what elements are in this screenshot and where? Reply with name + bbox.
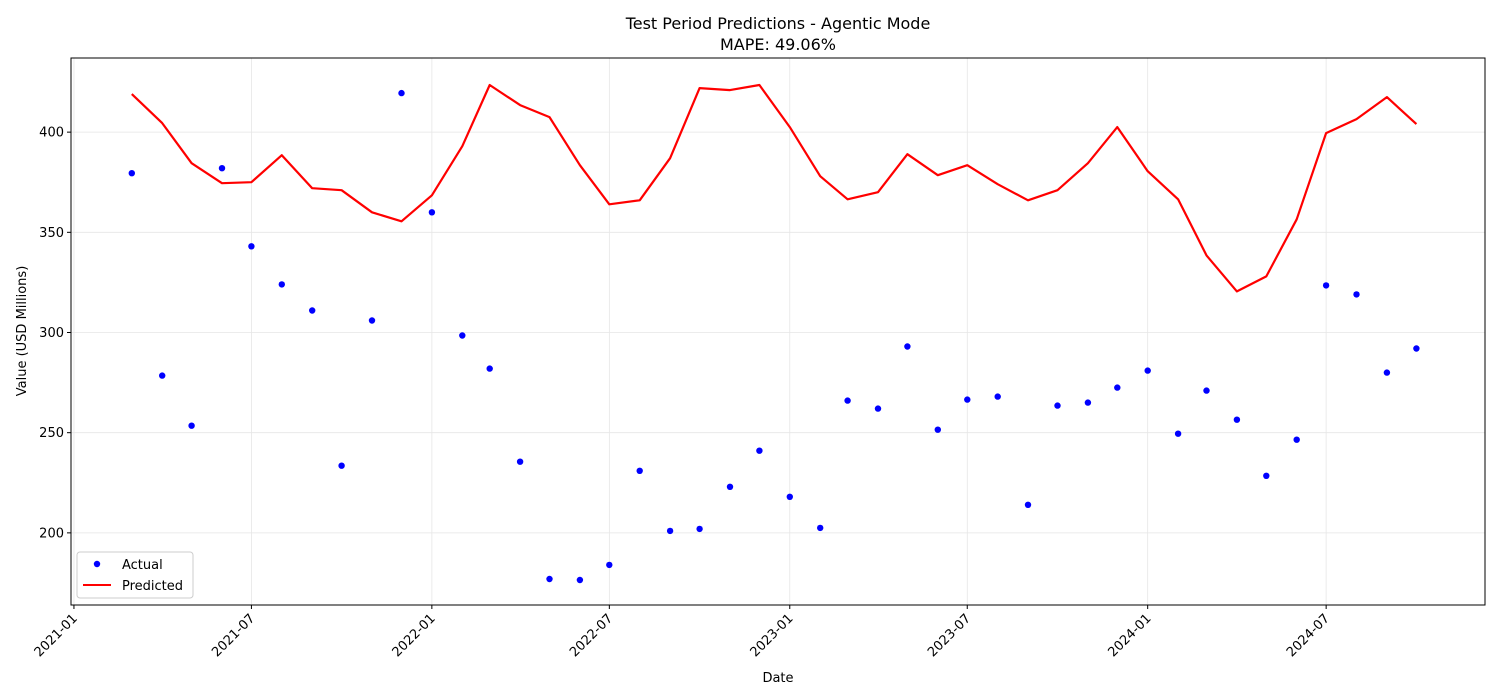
actual-point [1233,416,1241,423]
actual-point [1174,430,1182,437]
x-tick-label: 2021-07 [209,611,258,660]
actual-point [218,165,226,172]
actual-point [904,343,911,350]
x-tick-label: 2024-07 [1284,611,1333,660]
actual-point [606,561,613,569]
actual-point [1054,402,1061,409]
plot-frame [70,57,1486,606]
legend: Actual Predicted [76,551,194,599]
x-tick-label: 2024-01 [1105,611,1154,660]
actual-point [696,525,703,533]
actual-point [188,422,195,429]
legend-box [76,551,194,599]
legend-predicted-label: Predicted [122,579,183,594]
actual-point [1084,399,1092,406]
actual-point [459,332,466,339]
y-axis: 200 250 300 350 400 [39,126,71,541]
actual-point [398,89,405,97]
actual-point [128,170,135,177]
actual-point [1114,384,1121,391]
x-tick-label: 2023-07 [925,611,974,660]
actual-point [278,281,285,288]
actual-point [666,527,674,535]
actual-point [368,317,376,324]
actual-point [844,397,851,404]
actual-point [726,483,734,490]
x-axis-label: Date [762,671,793,686]
actual-point [756,447,763,454]
actual-point [964,396,971,403]
actual-point [1322,282,1330,289]
actual-point [1383,369,1391,376]
actual-point [428,209,436,216]
y-tick-label: 350 [39,226,64,241]
actual-point [159,372,166,379]
actual-point [546,575,553,583]
actual-point [786,493,793,500]
x-tick-label: 2022-07 [567,611,616,660]
actual-point [248,243,255,250]
actual-point [338,462,345,469]
actual-point [1353,291,1360,298]
y-tick-label: 200 [39,526,64,541]
actual-point [309,307,316,314]
chart-subtitle: MAPE: 49.06% [720,35,836,54]
actual-point [636,467,643,474]
actual-point [1024,501,1032,508]
y-axis-label: Value (USD Millions) [15,266,30,397]
actual-point [1263,472,1270,479]
actual-point [1203,387,1210,394]
y-tick-label: 400 [39,126,64,141]
actual-point [486,365,493,372]
x-tick-label: 2022-01 [390,611,439,660]
legend-actual-marker [93,560,101,568]
grid [71,58,1485,605]
x-tick-label: 2021-01 [32,611,81,660]
x-axis: 2021-01 2021-07 2022-01 2022-07 2023-01 2023-… [32,605,1333,660]
actual-point [516,458,524,465]
actual-point [934,426,941,433]
legend-actual-label: Actual [122,558,163,573]
predicted-line [131,83,1418,293]
actual-point [576,576,584,584]
x-tick-label: 2023-01 [748,611,797,660]
actual-point [874,405,882,412]
actual-point [1293,436,1300,443]
actual-series [128,89,1420,584]
actual-point [994,393,1001,400]
y-tick-label: 300 [39,326,64,341]
actual-point [1144,367,1151,374]
chart-title: Test Period Predictions - Agentic Mode [625,14,931,33]
predicted-series [131,83,1418,293]
actual-point [1413,345,1420,352]
actual-point [817,524,824,532]
y-tick-label: 250 [39,426,64,441]
